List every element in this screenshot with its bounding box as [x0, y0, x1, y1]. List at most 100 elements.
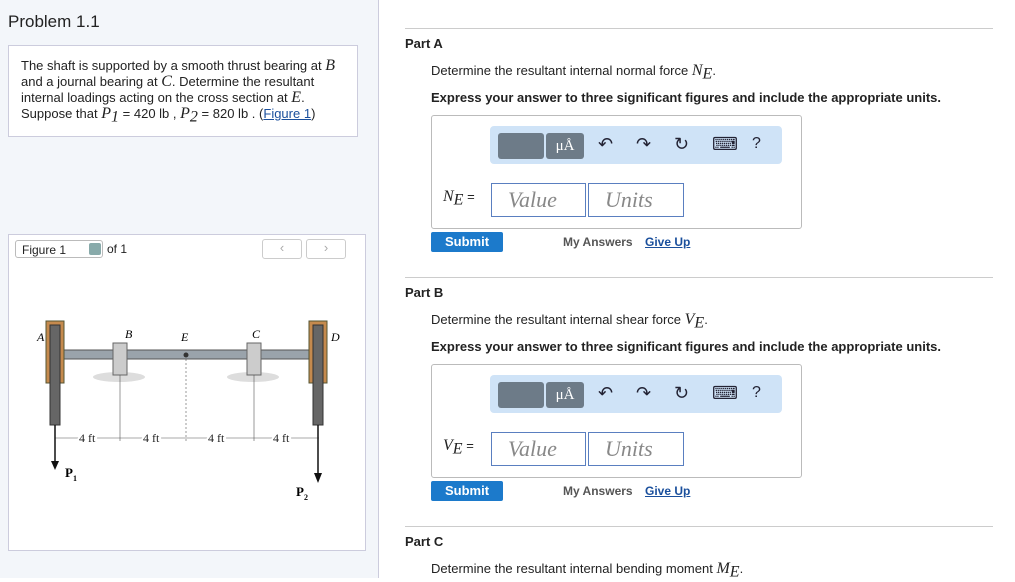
text: The shaft is supported by a smooth thrus…	[21, 58, 322, 73]
give-up-link[interactable]: Give Up	[645, 235, 691, 249]
subscript: E	[702, 65, 713, 83]
dimension: 4 ft	[143, 431, 160, 445]
next-button[interactable]: ›	[306, 239, 346, 259]
math: P	[101, 105, 112, 122]
text: )	[311, 106, 316, 121]
period: .	[739, 561, 744, 576]
symbol: V	[443, 437, 453, 454]
question: Determine the resultant internal shear f…	[431, 311, 708, 333]
shaft-diagram: A B E C D 4 ft 4 ft 4 ft 4 ft P1 P2	[36, 320, 340, 502]
belt-left	[49, 324, 61, 426]
dimension: 4 ft	[208, 431, 225, 445]
subscript: E	[453, 191, 464, 209]
answer-label: VE =	[443, 437, 474, 459]
math: C	[161, 73, 172, 90]
figure-panel: Figure 1 of 1 ‹ › A B E C	[8, 234, 366, 551]
question-text: Determine the resultant internal normal …	[431, 63, 689, 78]
units-button[interactable]: μÅ	[546, 133, 584, 159]
tool-button[interactable]: ↶	[598, 134, 614, 154]
period: .	[704, 312, 708, 327]
submit-button[interactable]: Submit	[431, 232, 503, 252]
equals: =	[467, 189, 475, 204]
answer-box: μÅ ↶ ↷ ↻ ⌨? NE = Value Units	[431, 115, 802, 229]
units-button[interactable]: μÅ	[546, 382, 584, 408]
value-input[interactable]: Value	[491, 183, 586, 217]
answer-label: NE =	[443, 188, 475, 210]
shaft	[53, 349, 325, 360]
dimension: 4 ft	[79, 431, 96, 445]
subscript: E	[452, 440, 463, 458]
tool-button[interactable]: ⌨	[712, 383, 738, 403]
submit-button[interactable]: Submit	[431, 481, 503, 501]
support	[227, 372, 279, 382]
support	[93, 372, 145, 382]
arrow-head	[51, 461, 59, 470]
text: = 420 lb ,	[122, 106, 177, 121]
text: . Determine the resultant internal loadi…	[21, 74, 315, 105]
help-button[interactable]: ?	[752, 135, 761, 152]
my-answers-link[interactable]: My Answers	[563, 235, 633, 249]
select-text: Figure 1	[22, 243, 67, 257]
template-button[interactable]	[498, 382, 544, 408]
problem-statement: The shaft is supported by a smooth thrus…	[8, 45, 358, 137]
answer-box: μÅ ↶ ↷ ↻ ⌨? VE = Value Units	[431, 364, 802, 478]
bearing-c	[246, 342, 262, 376]
label: B	[125, 327, 133, 341]
figure-count: of 1	[107, 242, 128, 256]
symbol: N	[691, 62, 703, 79]
symbol: N	[443, 188, 454, 205]
dimension: 4 ft	[273, 431, 290, 445]
point-e	[183, 352, 189, 358]
toolbar: μÅ ↶ ↷ ↻ ⌨?	[490, 375, 782, 413]
tool-button[interactable]: ↻	[674, 383, 690, 403]
figure-select[interactable]: Figure 1	[15, 240, 103, 258]
tool-button[interactable]: ↶	[598, 383, 614, 403]
arrow-head	[314, 473, 322, 483]
problem-panel: Problem 1.1 The shaft is supported by a …	[0, 0, 379, 578]
prev-button[interactable]: ‹	[262, 239, 302, 259]
symbol: V	[684, 311, 695, 328]
figure-link[interactable]: Figure 1	[263, 106, 312, 121]
divider	[405, 28, 993, 29]
instruction: Express your answer to three significant…	[431, 90, 941, 105]
text: (	[259, 106, 264, 121]
my-answers-link[interactable]: My Answers	[563, 484, 633, 498]
text: and a journal bearing at	[21, 74, 158, 89]
units-input[interactable]: Units	[588, 183, 684, 217]
value-input[interactable]: Value	[491, 432, 586, 466]
tool-button[interactable]: ↷	[636, 134, 652, 154]
help-button[interactable]: ?	[752, 384, 761, 401]
math: E	[291, 89, 302, 106]
tool-button[interactable]: ↻	[674, 134, 690, 154]
math-sub: 1	[111, 108, 120, 126]
symbol: M	[716, 560, 730, 577]
math: B	[325, 57, 336, 74]
dimension-lines	[55, 359, 319, 441]
instruction: Express your answer to three significant…	[431, 339, 941, 354]
subscript: E	[694, 314, 705, 332]
bearing-b	[112, 342, 128, 376]
template-button[interactable]	[498, 133, 544, 159]
text: . Suppose that	[21, 90, 305, 121]
divider	[405, 526, 993, 527]
give-up-link[interactable]: Give Up	[645, 484, 691, 498]
divider	[405, 277, 993, 278]
label: C	[252, 327, 261, 341]
belt-right	[312, 324, 324, 426]
text: = 820 lb .	[201, 106, 256, 121]
tool-button[interactable]: ↷	[636, 383, 652, 403]
question-text: Determine the resultant internal shear f…	[431, 312, 682, 327]
load-label: P1	[65, 465, 77, 483]
period: .	[712, 63, 716, 78]
equals: =	[466, 438, 474, 453]
load-symbol: P	[65, 465, 73, 480]
load-label: P2	[296, 484, 308, 502]
tool-button[interactable]: ⌨	[712, 134, 738, 154]
units-input[interactable]: Units	[588, 432, 684, 466]
subscript: E	[729, 563, 740, 581]
select-arrow	[89, 243, 101, 255]
load-subscript: 2	[304, 493, 308, 502]
part-label: Part A	[405, 36, 443, 51]
part-label: Part C	[405, 534, 444, 549]
